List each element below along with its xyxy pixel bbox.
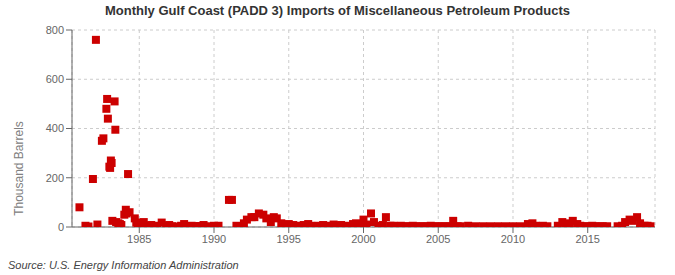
svg-text:2005: 2005: [426, 233, 450, 245]
svg-text:1990: 1990: [202, 233, 226, 245]
html-text:Source: U.S. Energy Informatio: Source: U.S. Energy Information Administ…: [8, 259, 239, 271]
svg-text:400: 400: [46, 122, 64, 134]
svg-text:1995: 1995: [277, 233, 301, 245]
svg-text:200: 200: [46, 172, 64, 184]
svg-text:2000: 2000: [351, 233, 375, 245]
svg-text:0: 0: [58, 221, 64, 233]
svg-text:800: 800: [46, 24, 64, 36]
svg-text:Thousand Barrels: Thousand Barrels: [12, 121, 26, 216]
html-text:Monthly Gulf Coast (PADD 3) Im: Monthly Gulf Coast (PADD 3) Imports of M…: [105, 3, 570, 18]
svg-text:2015: 2015: [575, 233, 599, 245]
svg-text:1985: 1985: [127, 233, 151, 245]
svg-text:600: 600: [46, 73, 64, 85]
svg-text:2010: 2010: [501, 233, 525, 245]
